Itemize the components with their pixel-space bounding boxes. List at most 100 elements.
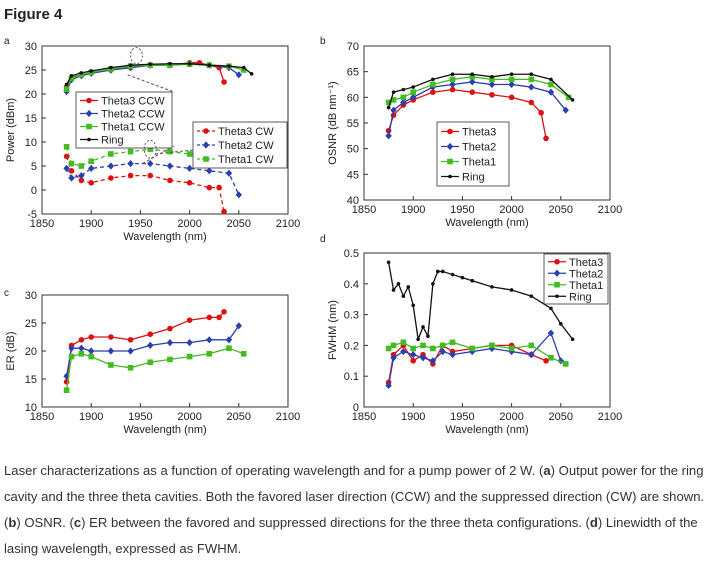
x-tick-label: 1950 [128,218,152,230]
data-point [460,275,465,280]
data-point [470,278,475,283]
plot-frame [41,45,289,215]
x-tick-label: 1850 [352,411,376,423]
data-point [167,177,173,184]
x-tick-label: 1850 [30,218,54,230]
caption-panel-b-ref: b [8,515,17,530]
data-point [148,62,153,67]
data-point [127,365,134,371]
data-point [410,93,417,101]
data-point [528,99,535,106]
data-point [426,334,430,338]
data-point [206,314,213,321]
legend: Theta3 Theta2 Theta1 Ring [436,121,510,187]
data-point [416,337,420,342]
x-tick-label: 2100 [598,204,622,216]
connector-line [142,145,175,165]
data-point [225,336,233,344]
y-tick-label: 25 [25,65,37,77]
data-point [391,288,396,292]
caption-text-2: ) Output power for the ring cavity and t… [4,463,705,530]
data-point [528,76,535,83]
data-point [548,354,554,361]
x-tick-label: 2100 [598,411,622,423]
data-point [508,76,515,83]
data-point [206,184,213,191]
data-point [385,99,392,106]
data-point [78,337,85,343]
data-point [186,353,193,360]
y-tick-label: 20 [25,346,37,358]
connector-line [155,149,194,155]
x-axis-label: Wavelength (nm) [445,424,528,436]
data-point [508,94,515,101]
x-tick-label: 2050 [227,411,251,423]
data-point [225,169,233,177]
data-point [528,342,535,349]
data-point [226,345,232,351]
data-point [168,61,172,66]
connector-line [127,74,175,93]
y-tick-label: 30 [25,41,37,53]
data-point [147,160,154,168]
data-point [235,71,242,79]
series-theta2-cw [63,160,242,199]
highlight-ellipse [143,139,157,159]
data-point [167,356,173,363]
y-tick-label: 70 [347,41,359,53]
data-point [559,322,563,326]
data-point [127,172,134,179]
y-tick-label: 45 [347,169,359,181]
series-theta3-cw [63,153,227,215]
data-point [385,345,392,352]
y-tick-label: 0.5 [344,248,359,260]
data-point [440,269,445,274]
series-theta1 [385,339,569,367]
data-point [406,285,411,289]
y-tick-label: 20 [25,89,37,101]
y-tick-label: -5 [27,209,37,221]
data-point [430,81,436,88]
x-tick-label: 2050 [549,411,573,423]
x-tick-label: 1950 [450,204,474,216]
y-tick-label: 10 [25,402,37,414]
data-point [221,79,227,85]
cw-ccw-annotation [127,47,194,165]
x-tick-label: 1850 [352,204,376,216]
data-point [63,144,70,150]
x-tick-label: 1900 [79,411,103,423]
data-point [529,294,534,298]
data-point [557,357,564,365]
data-point [529,72,534,77]
y-tick-label: 40 [347,195,359,207]
legend-marker [86,123,92,130]
data-point [509,288,514,292]
panel-b: b 1850 1900 1950 2000 2050 2100 40 45 50 55 60 65 70 W… [320,36,622,229]
data-point [508,80,515,89]
data-point [107,162,115,170]
y-tick-label: 15 [25,113,37,125]
legend-marker [447,128,453,135]
data-point [88,180,94,186]
data-point [221,309,227,315]
caption-text-3: ) OSNR. ( [16,515,74,530]
x-tick-label: 2050 [549,204,573,216]
data-point [167,325,173,332]
x-tick-label: 1900 [401,411,425,423]
data-point [489,342,495,349]
panel-letter: d [320,234,326,245]
data-point [489,91,495,98]
x-tick-label: 2000 [499,204,523,216]
y-tick-label: 0.2 [344,340,359,352]
data-point [63,164,70,172]
data-point [108,362,114,368]
legend: Theta3 CW Theta2 CW Theta1 CW [192,121,288,169]
data-point [396,282,401,286]
data-point [400,339,407,346]
data-point [570,98,575,102]
series-theta1 [385,74,572,106]
data-point [64,82,69,87]
data-point [570,337,575,342]
legend-entry-label: Theta3 [569,257,603,269]
